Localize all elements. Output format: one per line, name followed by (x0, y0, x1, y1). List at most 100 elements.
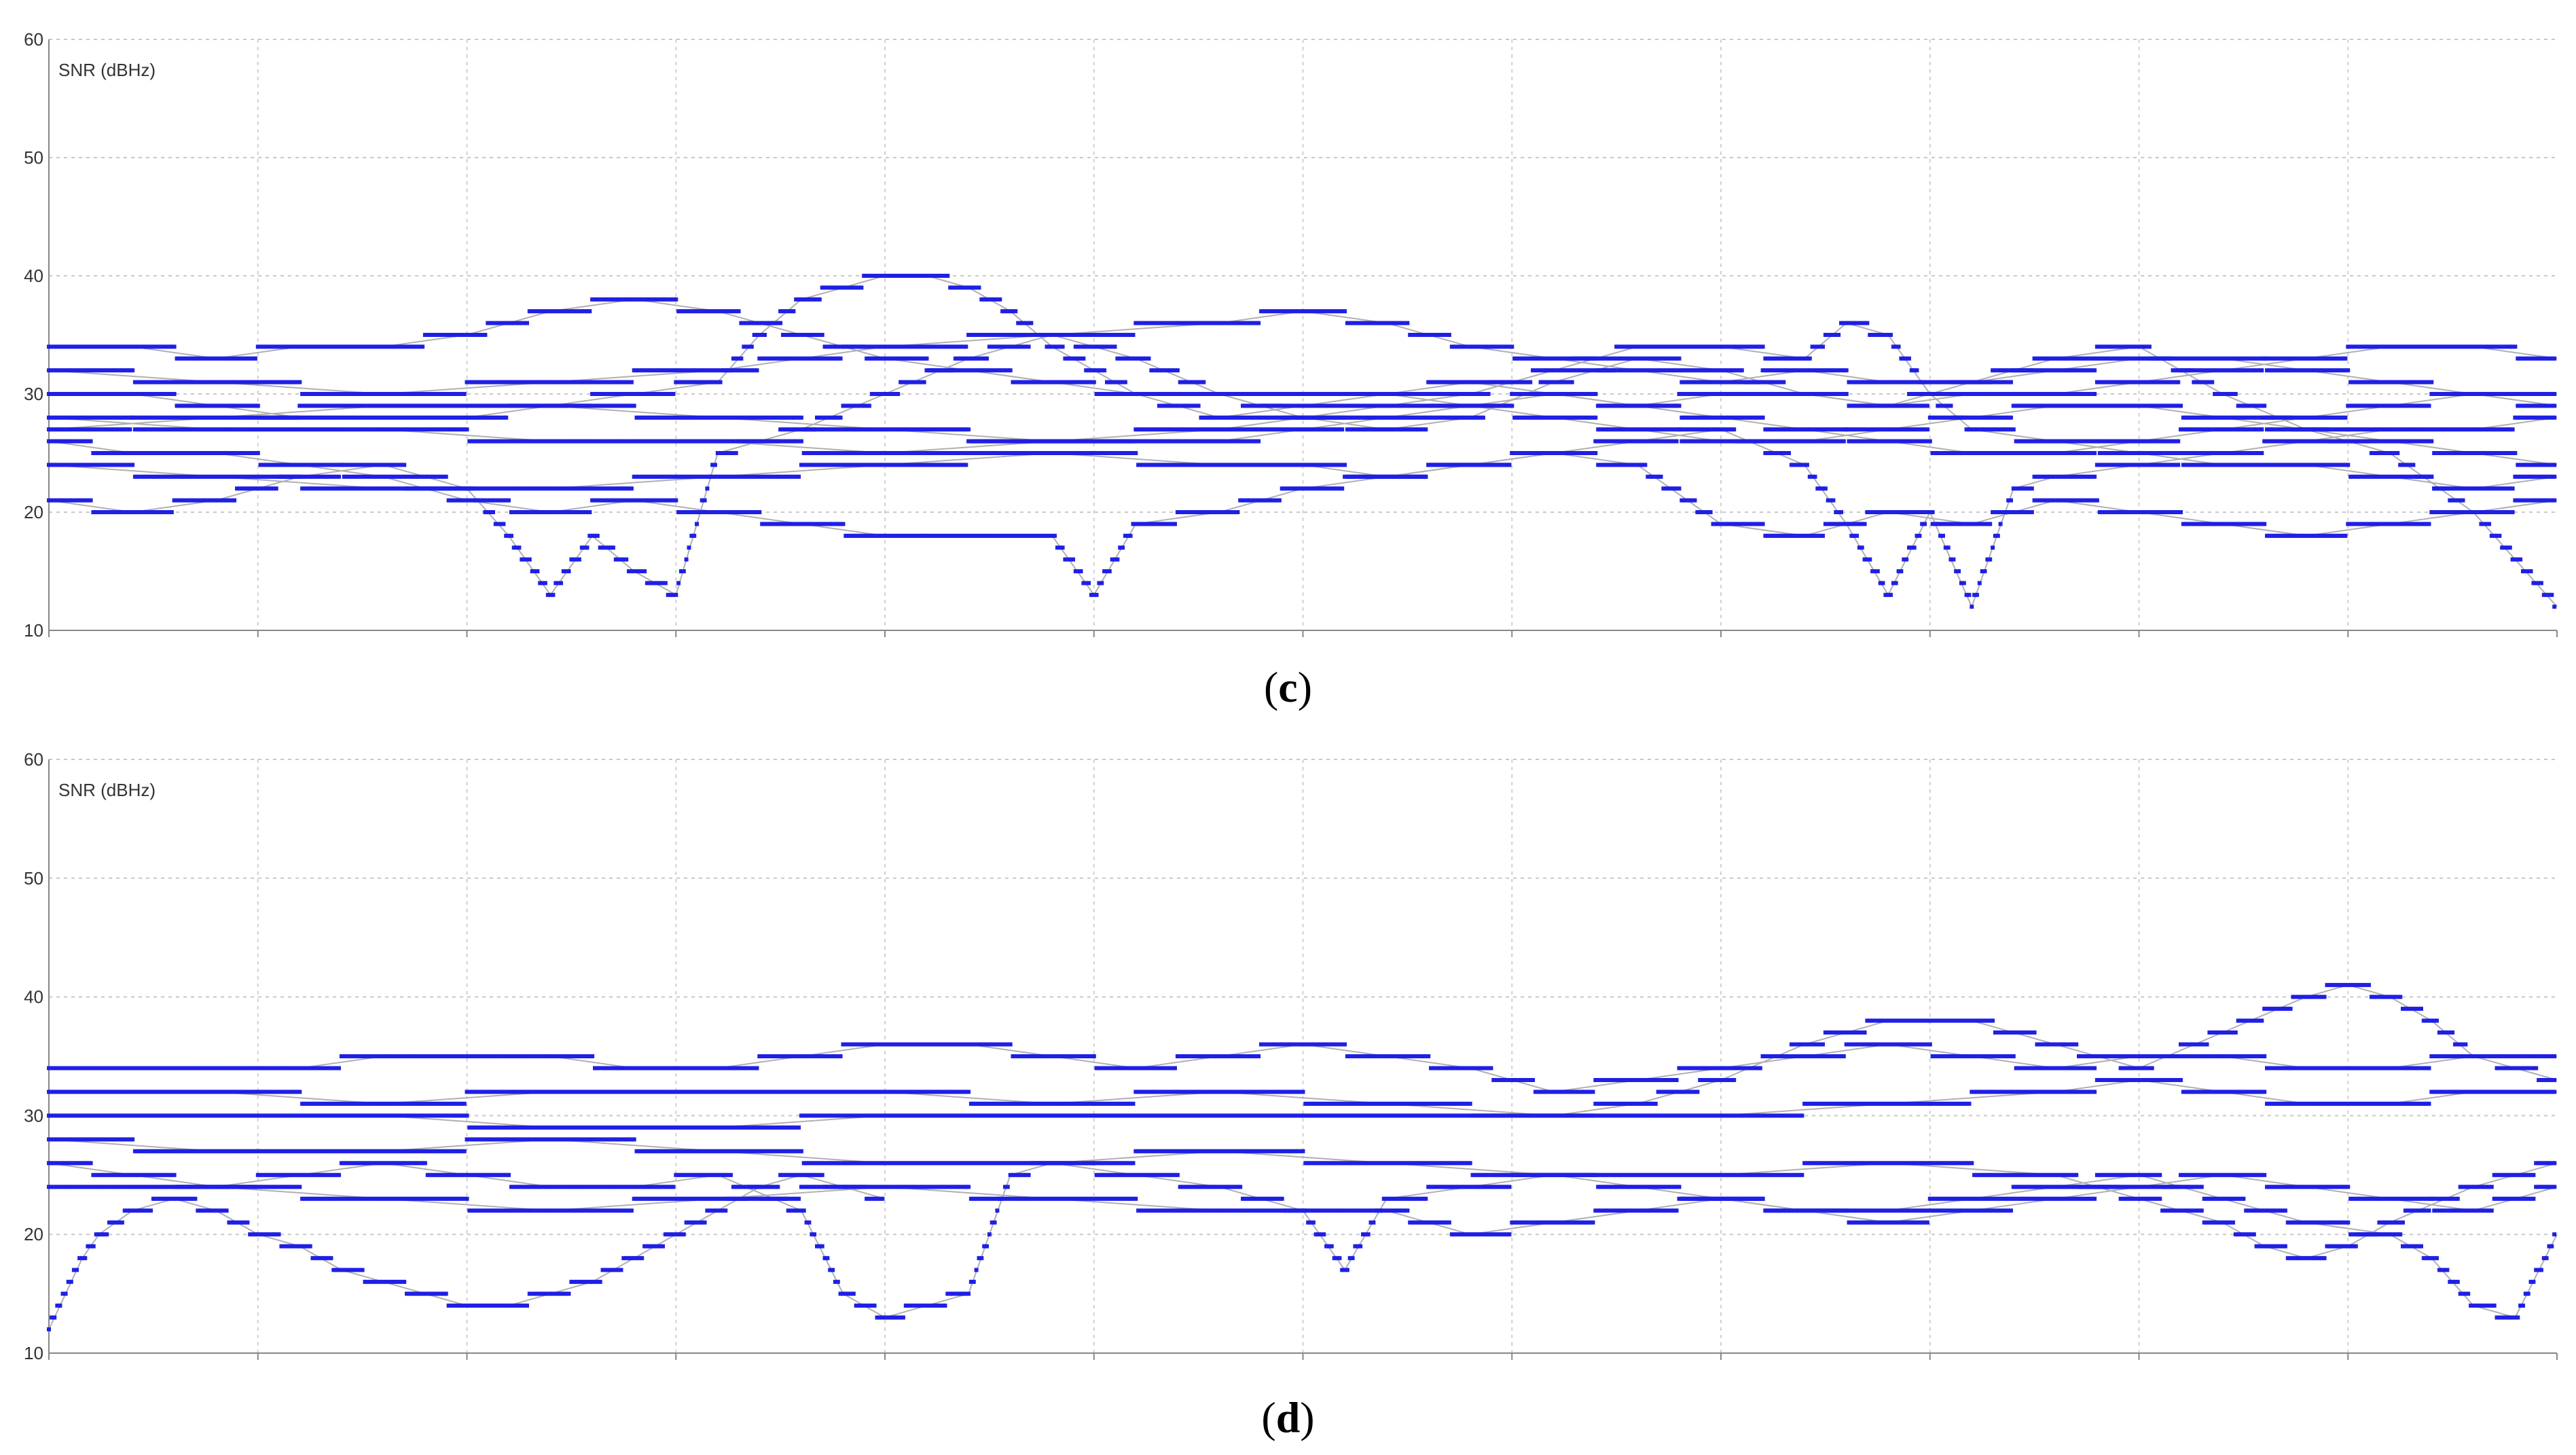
data-point (606, 392, 611, 396)
data-point (1504, 380, 1509, 384)
data-point (1658, 356, 1663, 361)
data-point (1078, 356, 1083, 361)
data-point (2296, 533, 2301, 538)
data-point (1340, 415, 1345, 420)
data-point (859, 403, 864, 408)
data-point (1711, 368, 1716, 373)
data-point (334, 463, 339, 467)
data-point (2398, 522, 2403, 526)
data-point (399, 427, 404, 432)
data-point (1533, 368, 1538, 373)
data-point (1719, 522, 1723, 526)
data-point (723, 309, 728, 314)
data-point (473, 415, 477, 420)
data-point (363, 463, 367, 467)
data-point (1241, 427, 1245, 432)
data-point (1047, 380, 1052, 384)
data-point (2471, 344, 2475, 349)
data-point (726, 451, 731, 455)
data-point (1687, 392, 1692, 396)
data-point (130, 344, 135, 349)
data-point (1941, 403, 1945, 408)
data-point (2097, 510, 2102, 514)
data-point (203, 427, 208, 432)
data-point (431, 392, 435, 396)
data-point (1993, 427, 1997, 432)
data-point (1460, 380, 1465, 384)
data-point (1964, 522, 1969, 526)
data-point (613, 392, 618, 396)
data-point (1483, 380, 1488, 384)
data-point (1737, 522, 1741, 526)
data-point (2029, 439, 2034, 444)
data-point (1073, 380, 1078, 384)
data-point (1193, 427, 1198, 432)
data-point (2500, 510, 2505, 514)
data-point (405, 474, 409, 479)
data-point (721, 439, 725, 444)
data-point (88, 368, 93, 373)
data-point (1970, 427, 1974, 432)
data-point (1180, 427, 1185, 432)
data-point (264, 486, 268, 491)
data-point (661, 297, 665, 302)
data-point (1923, 439, 1927, 444)
data-point (1891, 439, 1895, 444)
data-point (637, 392, 642, 396)
data-point (595, 392, 600, 396)
data-point (1157, 392, 1161, 396)
data-point (543, 439, 547, 444)
data-point (397, 415, 401, 420)
data-point (640, 569, 645, 573)
data-point (1013, 380, 1018, 384)
data-point (2427, 344, 2431, 349)
data-point (1525, 392, 1530, 396)
data-point (2152, 439, 2157, 444)
data-point (2469, 344, 2473, 349)
data-point (491, 439, 495, 444)
data-point (1779, 533, 1783, 538)
data-point (1392, 403, 1397, 408)
data-point (297, 463, 302, 467)
data-point (1549, 368, 1553, 373)
data-point (2152, 510, 2157, 514)
data-point (415, 392, 420, 396)
data-point (1259, 392, 1263, 396)
data-point (1267, 392, 1271, 396)
data-point (201, 380, 205, 384)
data-point (1781, 392, 1786, 396)
data-point (598, 498, 602, 503)
data-point (1948, 522, 1953, 526)
data-point (1295, 415, 1300, 420)
data-point (1167, 403, 1172, 408)
data-point (143, 344, 148, 349)
data-point (919, 451, 924, 455)
data-point (418, 427, 422, 432)
data-point (1698, 392, 1703, 396)
data-point (1599, 463, 1603, 467)
data-point (786, 427, 791, 432)
data-point (122, 368, 127, 373)
data-point (78, 344, 83, 349)
data-point (611, 545, 615, 550)
data-point (2327, 356, 2332, 361)
data-point (1760, 522, 1765, 526)
data-point (1758, 392, 1762, 396)
data-point (1705, 368, 1710, 373)
data-point (2160, 510, 2165, 514)
data-point (2092, 439, 2097, 444)
data-point (2534, 474, 2539, 479)
data-point (2523, 474, 2528, 479)
data-point (2074, 451, 2079, 455)
data-point (2058, 439, 2063, 444)
data-point (1133, 392, 1138, 396)
data-point (1925, 403, 1929, 408)
data-point (350, 344, 355, 349)
data-point (1967, 427, 1972, 432)
data-point (770, 439, 775, 444)
data-point (1724, 368, 1728, 373)
data-point (1016, 321, 1021, 325)
data-point (132, 344, 137, 349)
data-point (240, 403, 244, 408)
data-point (909, 274, 913, 278)
